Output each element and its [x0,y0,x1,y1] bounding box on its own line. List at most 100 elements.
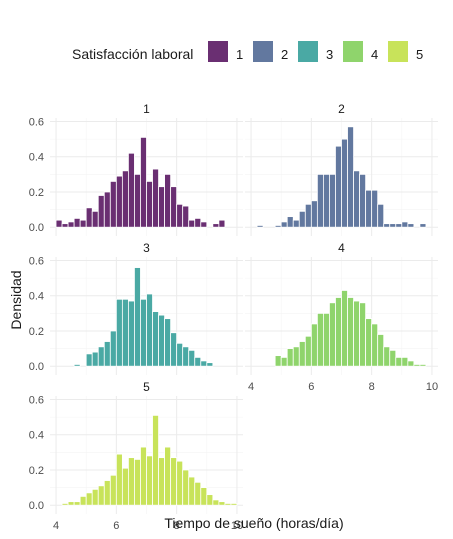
histogram-bar [164,173,172,228]
histogram-bar [134,459,141,506]
histogram-bar [353,300,360,367]
histogram-bar [85,353,93,367]
histogram-bar [152,414,159,506]
histogram-bar [401,356,409,367]
y-axis-title: Densidad [8,270,24,329]
histogram-bar [158,314,165,367]
histogram-bar [121,170,129,228]
y-tick-label: 0.0 [29,361,44,373]
histogram-bar [407,360,415,367]
x-tick-label: 6 [308,381,314,393]
histogram-bar [419,223,427,228]
y-tick-label: 0.6 [29,117,44,129]
histogram-bar [55,219,63,228]
histogram-bar [73,217,81,228]
histogram-bar [146,455,153,506]
histogram-bar [109,181,117,228]
histogram-bar [347,297,354,367]
histogram-bar [67,501,75,506]
histogram-bar [109,330,117,367]
histogram-bar [304,335,312,367]
histogram-bar [401,221,409,228]
histogram-bar [323,312,330,367]
histogram-bar [206,494,214,506]
histogram-bar [79,495,87,506]
histogram-bar [170,457,178,506]
y-tick-label: 0.2 [29,465,44,477]
histogram-bar [182,469,190,506]
histogram-bar [383,223,391,228]
facet-panel-5: 5 0.0 0.2 0.4 0.6 4 6 8 10 [29,380,243,532]
histogram-bar [194,481,202,506]
y-tick-label: 0.4 [29,291,44,303]
legend-title: Satisfacción laboral [72,46,193,62]
histogram-bar [329,302,336,367]
histogram-bar [389,349,397,367]
facet-panel-4: 4 4 6 8 10 [245,241,438,393]
histogram-bar [128,300,135,367]
y-tick-label: 0.0 [29,500,44,512]
histogram-bar [200,360,208,367]
histogram-bar [140,136,147,228]
histogram-bar [395,223,403,228]
histogram-bar [316,173,324,228]
histogram-bar [85,207,93,228]
histogram-bar [121,467,129,506]
histogram-bar [335,145,342,228]
histogram-bar [224,503,232,506]
facet-strip-label: 4 [338,241,345,255]
histogram-bar [176,342,184,367]
histogram-bar [128,457,135,506]
legend-swatch-2 [253,41,273,62]
histogram-bar [274,225,282,228]
x-tick-label: 8 [369,381,375,393]
histogram-bar [341,138,348,228]
histogram-bar [73,501,81,506]
histogram-bar [176,203,184,228]
histogram-bar [91,488,99,506]
histogram-bar [341,290,348,367]
histogram-bar [170,332,178,367]
histogram-bar [256,225,264,228]
histogram-bar [316,312,324,367]
histogram-bar [298,210,306,228]
x-tick-label: 8 [174,520,180,532]
histogram-bar [140,298,147,367]
histogram-bar [140,446,147,506]
histogram-bar [170,186,178,228]
histogram-bar [188,349,196,367]
histogram-bar [152,311,159,367]
x-tick-label: 4 [248,381,254,393]
histogram-bar [188,219,196,228]
legend-swatch-4 [343,41,363,62]
histogram-bar [91,210,99,228]
histogram-bar [371,189,379,228]
histogram-bar [292,219,300,228]
histogram-bar [115,453,123,506]
y-tick-label: 0.4 [29,430,44,442]
histogram-bar [353,170,360,228]
legend-label-3: 3 [326,47,333,62]
legend-swatch-3 [298,41,318,62]
histogram-bar [304,203,312,228]
histogram-bar [280,356,288,367]
x-tick-label: 4 [53,520,59,532]
histogram-bar [158,186,165,228]
histogram-bar [103,191,111,228]
histogram-bar [230,503,238,506]
histogram-bar [67,221,75,228]
x-tick-label: 10 [426,381,438,393]
histogram-bar [79,219,87,228]
histogram-bar [212,499,220,506]
histogram-bar [365,318,373,367]
histogram-bar [395,356,403,367]
y-tick-label: 0.6 [29,256,44,268]
legend-label-5: 5 [416,47,423,62]
histogram-bar [85,492,93,506]
histogram-bar [286,348,294,367]
histogram-bar [218,219,226,228]
histogram-bar [323,173,330,228]
histogram-bar [359,173,367,228]
y-tick-label: 0.4 [29,152,44,164]
